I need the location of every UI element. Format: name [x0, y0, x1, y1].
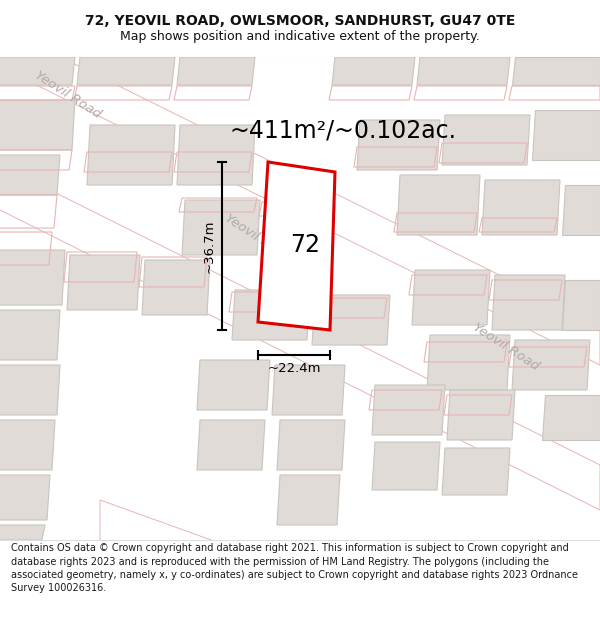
Polygon shape — [312, 295, 390, 345]
Text: Map shows position and indicative extent of the property.: Map shows position and indicative extent… — [120, 30, 480, 42]
Text: Yeovil Road: Yeovil Road — [222, 212, 293, 264]
Polygon shape — [0, 525, 45, 540]
Polygon shape — [542, 395, 600, 440]
Polygon shape — [272, 365, 345, 415]
Polygon shape — [442, 448, 510, 495]
Polygon shape — [532, 110, 600, 160]
Polygon shape — [447, 390, 515, 440]
Polygon shape — [277, 420, 345, 470]
Polygon shape — [372, 442, 440, 490]
Polygon shape — [277, 475, 340, 525]
Polygon shape — [412, 270, 490, 325]
Polygon shape — [258, 162, 335, 330]
Polygon shape — [197, 420, 265, 470]
Polygon shape — [332, 57, 415, 85]
Polygon shape — [357, 120, 440, 170]
Text: 72, YEOVIL ROAD, OWLSMOOR, SANDHURST, GU47 0TE: 72, YEOVIL ROAD, OWLSMOOR, SANDHURST, GU… — [85, 14, 515, 28]
Polygon shape — [182, 200, 260, 255]
Text: Yeovil Road: Yeovil Road — [32, 69, 103, 121]
Text: Yeovil Road: Yeovil Road — [470, 321, 541, 373]
Polygon shape — [262, 205, 335, 260]
Polygon shape — [0, 57, 75, 85]
Polygon shape — [100, 500, 600, 625]
Text: 72: 72 — [290, 233, 320, 257]
Polygon shape — [77, 57, 175, 85]
Text: ~22.4m: ~22.4m — [267, 362, 321, 376]
Polygon shape — [492, 275, 565, 330]
Polygon shape — [562, 280, 600, 330]
Polygon shape — [0, 155, 600, 510]
Polygon shape — [0, 310, 60, 360]
Polygon shape — [0, 475, 50, 520]
Polygon shape — [482, 180, 560, 235]
Text: ~36.7m: ~36.7m — [203, 219, 215, 272]
Polygon shape — [427, 335, 510, 390]
Polygon shape — [67, 255, 140, 310]
Polygon shape — [177, 57, 255, 85]
Polygon shape — [397, 175, 480, 235]
Polygon shape — [0, 420, 55, 470]
Polygon shape — [442, 115, 530, 165]
Polygon shape — [197, 360, 270, 410]
Polygon shape — [372, 385, 445, 435]
Polygon shape — [417, 57, 510, 85]
Polygon shape — [0, 100, 75, 150]
Polygon shape — [0, 365, 60, 415]
Text: ~411m²/~0.102ac.: ~411m²/~0.102ac. — [230, 118, 457, 142]
Polygon shape — [87, 125, 175, 185]
Polygon shape — [512, 57, 600, 85]
Polygon shape — [232, 290, 310, 340]
Polygon shape — [142, 260, 210, 315]
Polygon shape — [177, 125, 255, 185]
Text: Contains OS data © Crown copyright and database right 2021. This information is : Contains OS data © Crown copyright and d… — [11, 543, 578, 593]
Polygon shape — [0, 155, 60, 195]
Polygon shape — [562, 185, 600, 235]
Polygon shape — [0, 17, 600, 365]
Polygon shape — [512, 340, 590, 390]
Polygon shape — [0, 250, 65, 305]
